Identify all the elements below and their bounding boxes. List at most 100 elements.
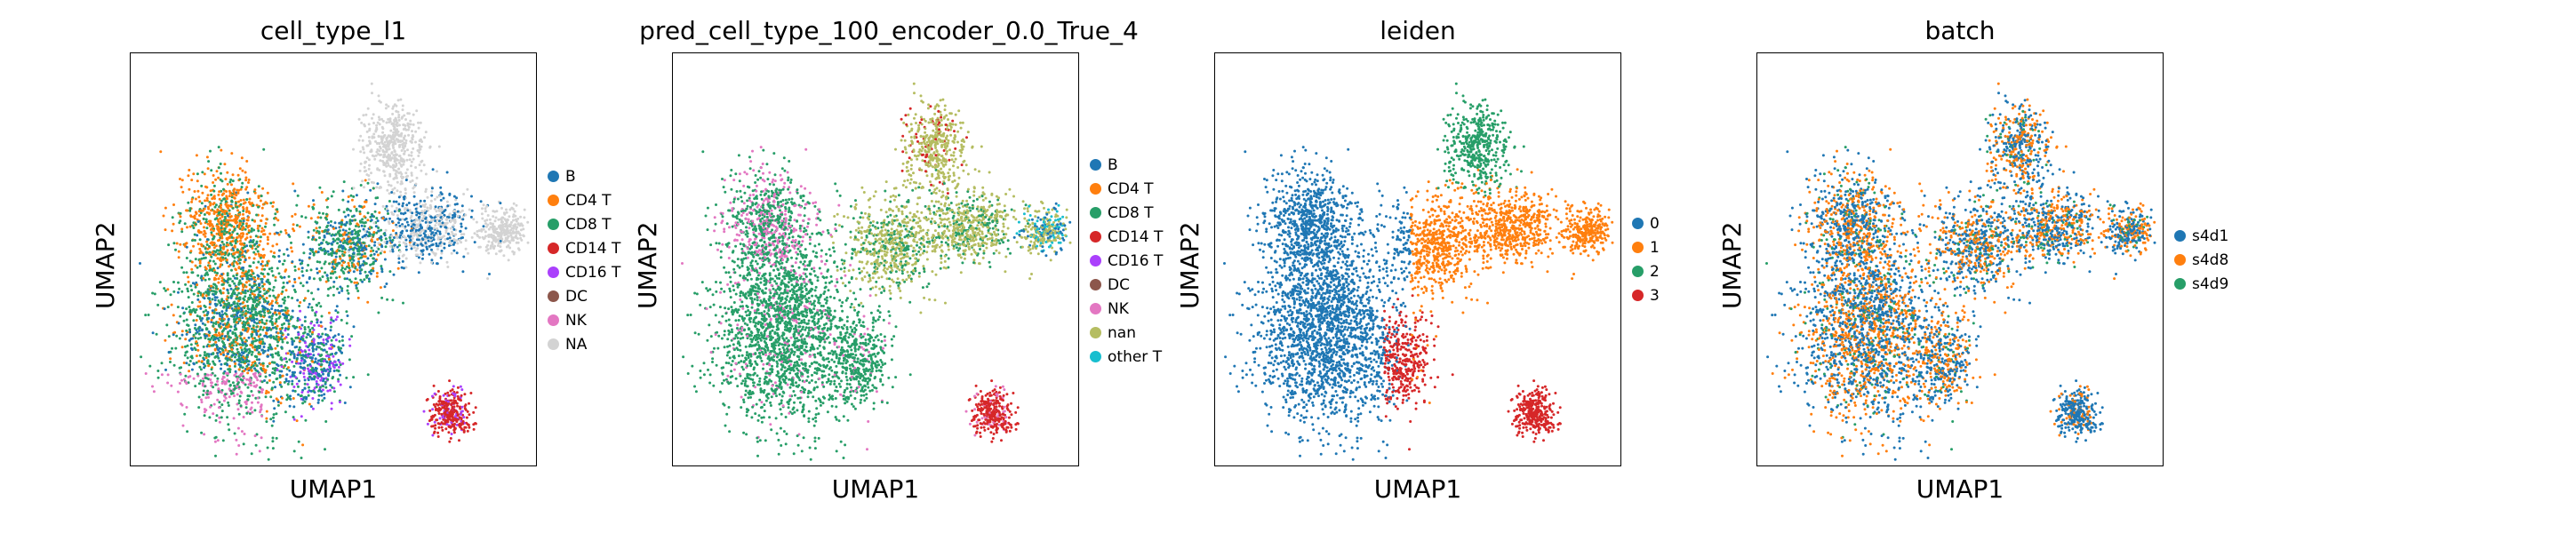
cell-point: [251, 361, 254, 364]
cell-point: [308, 362, 312, 366]
cell-point: [283, 337, 286, 340]
cell-point: [284, 289, 288, 292]
cell-point: [430, 259, 434, 262]
cell-point: [359, 264, 362, 267]
cell-point: [424, 131, 428, 134]
cell-point: [252, 337, 254, 340]
cell-point: [214, 383, 218, 386]
cell-point: [384, 228, 388, 232]
cell-point: [346, 207, 349, 211]
cell-point: [201, 293, 204, 297]
cell-point: [391, 238, 395, 242]
cell-point: [456, 214, 460, 218]
cell-point: [516, 217, 520, 220]
cell-point: [230, 262, 234, 266]
cell-point: [410, 154, 413, 157]
cell-point: [404, 236, 407, 240]
cell-point: [310, 291, 314, 295]
cell-point: [264, 392, 268, 395]
cell-point: [287, 274, 291, 278]
cell-point: [275, 412, 278, 416]
cell-point: [236, 408, 240, 411]
cell-point: [231, 240, 235, 243]
cell-point: [335, 237, 339, 241]
cell-point: [282, 313, 285, 316]
cell-point: [386, 147, 389, 151]
cell-point: [232, 338, 236, 342]
cell-point: [233, 256, 236, 259]
cell-point: [301, 284, 305, 288]
cell-point: [311, 349, 315, 353]
cell-point: [426, 398, 429, 401]
cell-point: [474, 406, 477, 410]
cell-point: [205, 155, 209, 159]
cell-point: [211, 243, 214, 247]
cell-point: [447, 244, 451, 247]
cell-point: [430, 261, 433, 265]
cell-point: [404, 248, 408, 251]
cell-point: [326, 389, 330, 393]
cell-point: [307, 367, 309, 370]
cell-point: [269, 202, 273, 205]
cell-point: [254, 252, 258, 256]
cell-point: [334, 338, 338, 342]
cell-point: [274, 352, 277, 355]
cell-point: [208, 340, 212, 344]
cell-point: [329, 286, 332, 290]
cell-point: [393, 210, 396, 213]
cell-point: [255, 364, 259, 368]
cell-point: [349, 280, 353, 283]
cell-point: [219, 206, 222, 210]
cell-point: [208, 211, 211, 215]
cell-point: [194, 197, 197, 201]
cell-point: [300, 259, 304, 263]
cell-point: [230, 306, 234, 310]
cell-point: [412, 185, 416, 188]
cell-point: [243, 337, 246, 340]
cell-point: [448, 440, 452, 443]
cell-point: [452, 195, 456, 198]
cell-point: [218, 300, 221, 304]
cell-point: [353, 205, 356, 209]
cell-point: [344, 248, 348, 251]
cell-point: [397, 118, 401, 122]
cell-point: [163, 287, 166, 290]
cell-point: [434, 224, 437, 227]
cell-point: [316, 383, 320, 386]
cell-point: [312, 228, 316, 232]
cell-point: [504, 236, 508, 240]
cell-point: [164, 228, 167, 232]
cell-point: [260, 310, 262, 314]
cell-point: [464, 247, 468, 251]
cell-point: [307, 230, 310, 234]
cell-point: [244, 406, 248, 410]
cell-point: [390, 204, 394, 208]
cell-point: [172, 363, 176, 367]
cell-point: [358, 252, 362, 256]
cell-point: [389, 129, 393, 132]
cell-point: [297, 393, 300, 396]
cell-point: [228, 232, 231, 235]
cell-point: [401, 225, 404, 228]
cell-point: [323, 359, 326, 362]
cell-point: [197, 382, 201, 386]
cell-point: [415, 109, 419, 113]
cell-point: [432, 227, 436, 230]
cell-point: [346, 238, 349, 242]
cell-point: [353, 243, 356, 246]
cell-point: [254, 339, 258, 343]
cell-point: [190, 368, 194, 371]
cell-point: [516, 222, 520, 226]
cell-point: [477, 229, 481, 233]
cell-point: [185, 307, 188, 311]
cell-point: [412, 191, 416, 195]
cell-point: [217, 277, 220, 281]
cell-point: [192, 377, 196, 380]
cell-point: [497, 242, 500, 245]
cell-point: [354, 277, 357, 281]
cell-point: [210, 209, 213, 212]
cell-point: [299, 338, 302, 341]
cell-point: [195, 154, 198, 157]
cell-point: [332, 362, 334, 365]
cell-point: [183, 222, 187, 226]
